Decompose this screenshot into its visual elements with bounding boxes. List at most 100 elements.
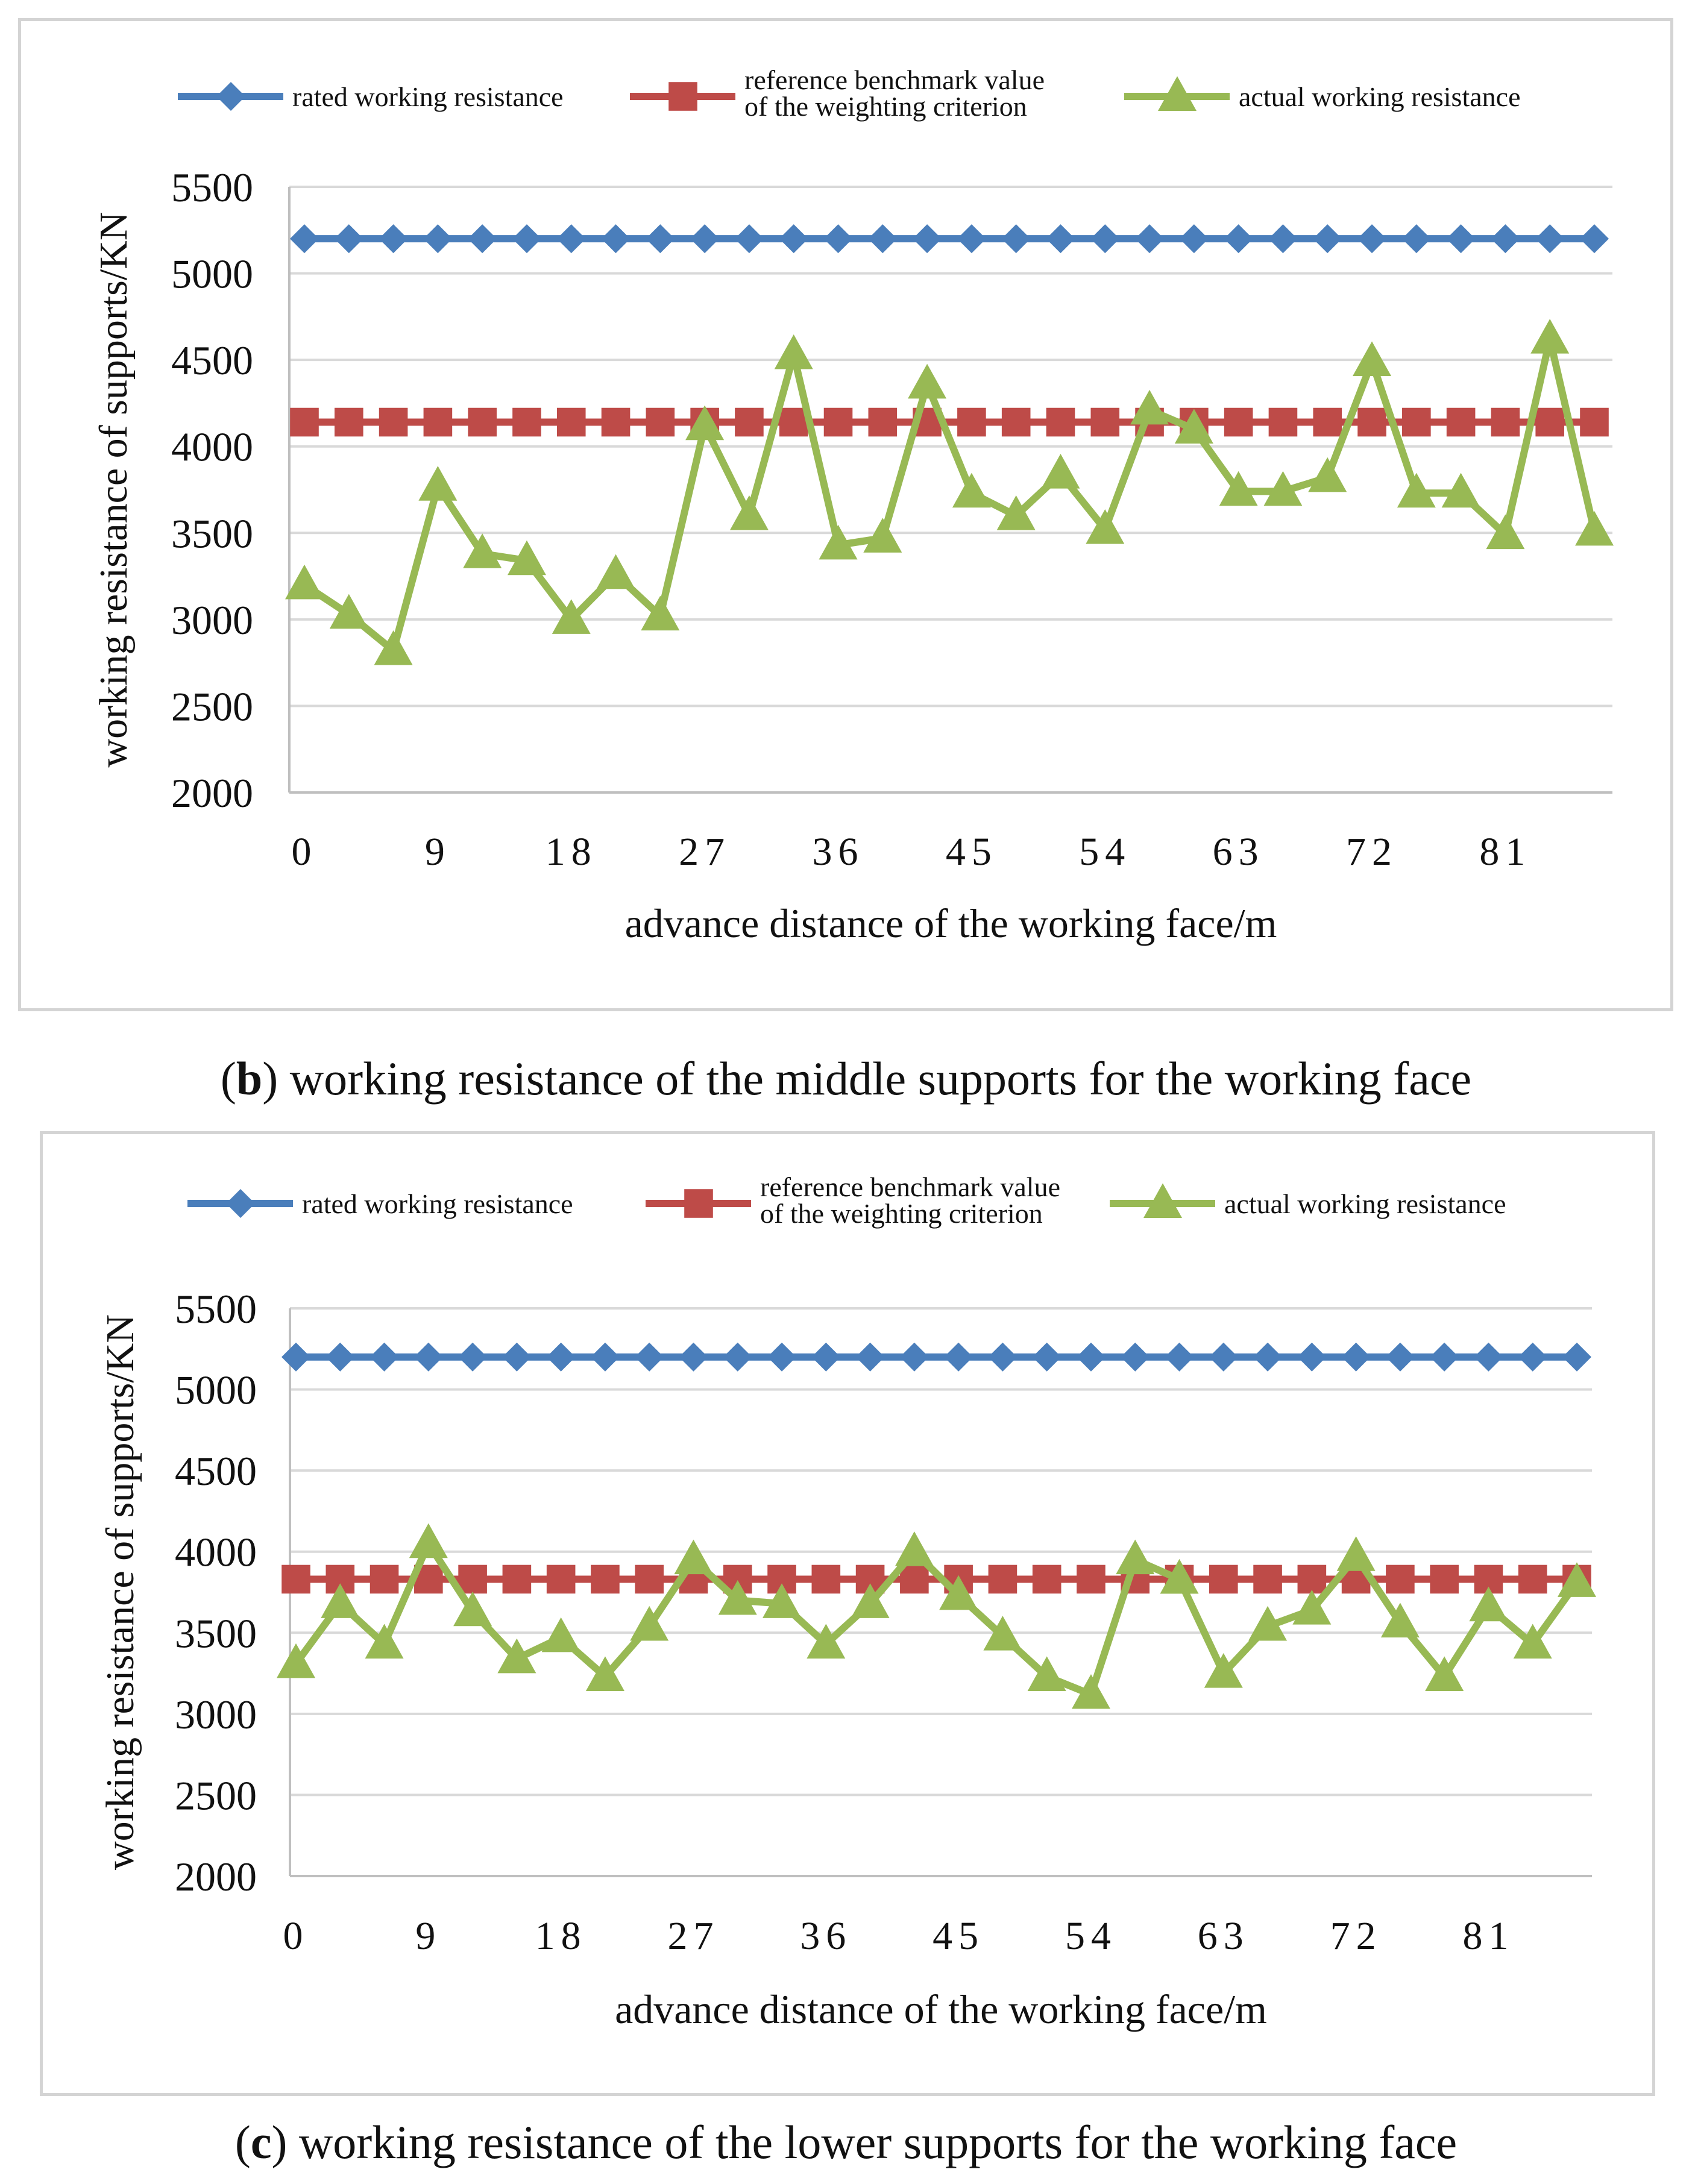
chart-b-point-triangle <box>507 540 546 576</box>
chart-b-y-tick-label: 2000 <box>171 770 253 816</box>
chart-b-point-square <box>379 407 408 437</box>
chart-c-point-diamond <box>944 1342 973 1372</box>
chart-b-point-diamond <box>1357 224 1387 254</box>
chart-c-point-square <box>900 1564 929 1594</box>
chart-b-point-triangle <box>1530 319 1570 354</box>
chart-c-y-tick-label: 2500 <box>175 1772 257 1818</box>
chart-b-point-square <box>1446 407 1476 437</box>
chart-b-svg: 2000 2500 3000 3500 4000 4500 5000 5500 0 9 18 27 36… <box>92 64 1614 946</box>
chart-b-point-triangle <box>863 518 902 553</box>
chart-c-point-triangle <box>1292 1590 1332 1625</box>
chart-b-point-square <box>868 407 898 437</box>
chart-c-point-triangle <box>1027 1656 1066 1691</box>
chart-c-y-axis-title: working resistance of supports/KN <box>98 1314 142 1870</box>
chart-b-point-triangle <box>1219 471 1258 506</box>
chart-c-point-square <box>1518 1564 1547 1594</box>
chart-b-point-triangle <box>1263 471 1303 506</box>
chart-c-y-tick-label: 4500 <box>175 1448 257 1494</box>
chart-b-point-square <box>1580 407 1609 437</box>
chart-b-point-diamond <box>690 224 720 254</box>
chart-b-point-diamond <box>734 224 764 254</box>
chart-c-point-square <box>1077 1564 1105 1594</box>
chart-b-point-square <box>468 407 497 437</box>
chart-c-point-diamond <box>1474 1342 1503 1372</box>
chart-b-point-triangle <box>774 334 813 369</box>
chart-c-x-tick-label: 18 <box>535 1914 587 1958</box>
chart-c-point-triangle <box>1160 1558 1199 1594</box>
chart-c-point-square <box>281 1564 310 1594</box>
chart-b-point-square <box>823 407 853 437</box>
chart-b-point-triangle <box>641 595 680 631</box>
chart-b-point-diamond <box>779 224 808 254</box>
caption-b: (b) working resistance of the middle sup… <box>220 1052 1472 1105</box>
chart-c-point-square <box>1209 1564 1238 1594</box>
chart-c-point-square <box>1430 1564 1459 1594</box>
chart-c-point-diamond <box>546 1342 576 1372</box>
chart-b-point-triangle <box>1086 509 1125 544</box>
chart-b-point-square <box>334 407 363 437</box>
chart-c-point-diamond <box>723 1342 752 1372</box>
chart-b-point-diamond <box>1401 224 1431 254</box>
chart-c-x-tick-label: 63 <box>1198 1914 1250 1958</box>
chart-b-point-diamond <box>1090 224 1120 254</box>
chart-b-point-diamond <box>1179 224 1209 254</box>
chart-b-point-diamond <box>1001 224 1031 254</box>
chart-c-point-triangle <box>1558 1562 1596 1597</box>
chart-c-point-diamond <box>1562 1342 1591 1372</box>
caption-b-text: working resistance of the middle support… <box>289 1052 1472 1105</box>
chart-b-point-square <box>512 407 541 437</box>
chart-c-x-tick-label: 72 <box>1330 1914 1382 1958</box>
chart-b-point-diamond <box>1580 224 1609 254</box>
chart-c-y-tick-label: 4000 <box>175 1530 257 1575</box>
chart-b-x-tick-label: 36 <box>813 830 864 874</box>
chart-c-point-triangle <box>1513 1624 1552 1659</box>
chart-c-point-triangle <box>277 1643 315 1678</box>
chart-b-point-diamond <box>423 224 453 254</box>
chart-c-point-diamond <box>502 1342 532 1372</box>
chart-b-point-triangle <box>1486 514 1525 550</box>
chart-b-point-triangle <box>596 554 635 589</box>
chart-b-point-diamond <box>334 224 363 254</box>
chart-c-point-square <box>502 1564 532 1594</box>
chart-b-x-tick-label: 63 <box>1213 830 1265 874</box>
chart-c-point-diamond <box>899 1342 929 1372</box>
chart-c-x-tick-label: 9 <box>415 1914 441 1958</box>
chart-c-point-diamond <box>1430 1342 1459 1372</box>
chart-c-legend-label: reference benchmark value of the weightin… <box>760 1172 1060 1229</box>
chart-b-point-triangle <box>418 466 458 501</box>
chart-c-point-diamond <box>370 1342 399 1372</box>
chart-c-y-tick-label: 5000 <box>175 1367 257 1413</box>
chart-c-point-diamond <box>414 1342 443 1372</box>
chart-b-point-square <box>1357 407 1386 437</box>
chart-c-x-tick-label: 0 <box>283 1914 309 1958</box>
chart-b-point-diamond <box>468 224 497 254</box>
chart-b-x-tick-label: 81 <box>1479 830 1531 874</box>
chart-b-y-tick-label: 3000 <box>171 597 253 643</box>
chart-c-frame: 2000 2500 3000 3500 4000 4500 5000 5500 0 9 18 27 36… <box>40 1131 1655 2096</box>
chart-c-point-diamond <box>1518 1342 1547 1372</box>
chart-b-point-diamond <box>556 224 586 254</box>
chart-b-point-diamond <box>379 224 408 254</box>
chart-c-point-square <box>370 1564 399 1594</box>
caption-b-letter: b <box>236 1052 263 1105</box>
chart-c-y-tick-label: 3000 <box>175 1692 257 1737</box>
chart-c-point-diamond <box>1121 1342 1150 1372</box>
chart-b-point-square <box>779 407 808 437</box>
chart-c-point-diamond <box>281 1342 310 1372</box>
chart-c-point-diamond <box>326 1342 355 1372</box>
chart-b-x-tick-label: 18 <box>546 830 597 874</box>
chart-c-legend-marker-square <box>684 1189 713 1218</box>
chart-c-x-tick-label: 27 <box>667 1914 719 1958</box>
chart-b-point-square <box>735 407 764 437</box>
chart-b-point-triangle <box>996 495 1036 530</box>
chart-b-point-square <box>1491 407 1520 437</box>
chart-c-point-triangle <box>1380 1602 1420 1638</box>
chart-b-point-triangle <box>374 630 413 665</box>
chart-b-point-triangle <box>1174 409 1213 444</box>
chart-c-x-tick-label: 36 <box>800 1914 852 1958</box>
chart-b-point-diamond <box>1135 224 1165 254</box>
chart-c-x-axis-title: advance distance of the working face/m <box>615 1986 1267 2032</box>
chart-b-x-tick-label: 27 <box>679 830 731 874</box>
chart-c-point-triangle <box>1204 1652 1243 1688</box>
chart-c-point-diamond <box>590 1342 620 1372</box>
